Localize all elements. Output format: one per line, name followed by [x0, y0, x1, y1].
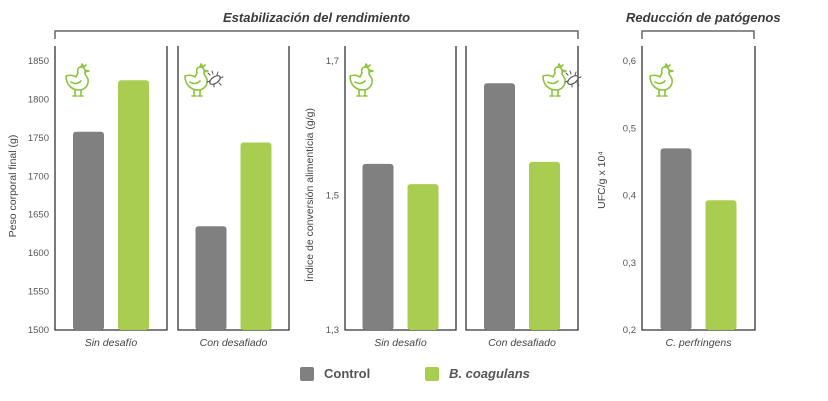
y-axis-label: Peso corporal final (g) — [7, 135, 19, 238]
y-tick-label: 1500 — [28, 325, 49, 336]
bar-control — [195, 226, 227, 330]
header-bracket — [641, 30, 755, 39]
y-tick-label: 1850 — [28, 56, 49, 67]
header-performance: Estabilización del rendimiento — [223, 10, 411, 25]
chicken-icon — [349, 63, 374, 97]
header-pathogen: Reducción de patógenos — [626, 10, 781, 25]
panel-frame — [344, 46, 457, 331]
y-tick-label: 1600 — [28, 248, 49, 259]
charts-group: Peso corporal final (g) 1500 1550 1600 1650 1… — [7, 46, 756, 349]
y-tick-label: 0,4 — [623, 191, 636, 202]
pathogen-icon — [206, 70, 224, 88]
chicken-icon — [649, 63, 674, 97]
chicken-icon — [65, 63, 90, 97]
legend-label-coagulans: B. coagulans — [449, 366, 530, 381]
legend-coagulans: B. coagulans — [425, 366, 530, 381]
y-tick-label: 0,2 — [623, 325, 636, 336]
y-tick-label: 0,5 — [623, 123, 636, 134]
y-axis-label: Índice de conversión alimentícia (g/g) — [303, 108, 316, 282]
y-tick-label: 0,3 — [623, 258, 636, 269]
legend-label-control: Control — [324, 366, 371, 381]
bar-coagulans — [407, 184, 439, 330]
header-bracket — [54, 30, 579, 39]
bar-control — [362, 163, 394, 330]
bar-control — [73, 131, 104, 330]
y-tick-label: 1550 — [28, 287, 49, 298]
chart-3: UFC/g x 10⁴ 0,2 0,3 0,4 0,5 0,6 C. perfringens — [596, 46, 756, 349]
y-tick-label: 1750 — [28, 133, 49, 144]
y-tick-label: 1700 — [28, 171, 49, 182]
panel-frame — [177, 46, 290, 331]
legend-control: Control — [300, 366, 370, 381]
y-tick-label: 1800 — [28, 94, 49, 105]
chart-2: Índice de conversión alimentícia (g/g) 1,… — [303, 46, 582, 349]
bar-coagulans — [240, 142, 272, 330]
category-label: C. perfringens — [666, 337, 733, 349]
chart-1: Peso corporal final (g) 1500 1550 1600 1650 1… — [7, 46, 290, 349]
pathogen-icon — [564, 70, 582, 88]
y-tick-label: 1,3 — [326, 325, 339, 336]
panel-frame — [54, 46, 168, 331]
bar-coagulans — [705, 200, 737, 330]
header-brackets — [54, 30, 755, 39]
legend-swatch-control — [300, 366, 314, 381]
chicken-pathogen-icon — [542, 63, 582, 97]
y-tick-label: 1650 — [28, 210, 49, 221]
panel-frame — [641, 46, 756, 331]
bar-coagulans — [529, 161, 560, 330]
category-label: Sin desafío — [85, 337, 138, 349]
y-tick-label: 1,7 — [326, 56, 339, 67]
panel-frame — [465, 46, 579, 331]
y-axis-label: UFC/g x 10⁴ — [596, 151, 608, 209]
category-label: Con desafiado — [200, 337, 268, 349]
bar-coagulans — [118, 80, 149, 330]
category-label: Con desafiado — [488, 337, 556, 349]
y-tick-label: 1,5 — [326, 191, 339, 202]
legend-swatch-coagulans — [425, 366, 439, 381]
bar-control — [484, 83, 515, 330]
chicken-pathogen-icon — [184, 63, 224, 97]
category-label: Sin desafío — [374, 337, 427, 349]
bar-control — [660, 148, 692, 330]
y-tick-label: 0,6 — [623, 56, 636, 67]
